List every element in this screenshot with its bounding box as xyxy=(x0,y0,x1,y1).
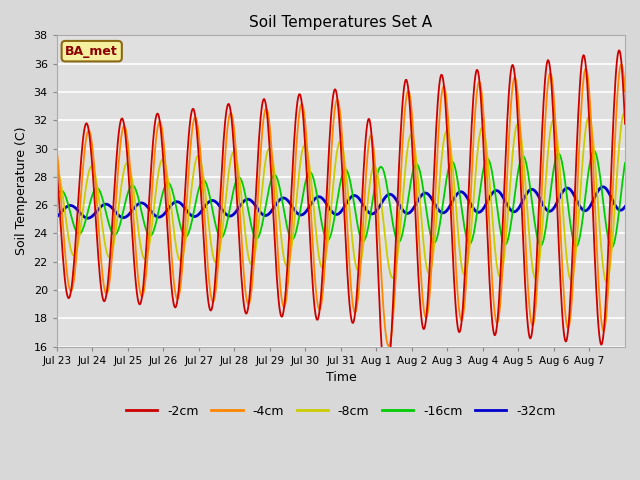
X-axis label: Time: Time xyxy=(326,372,356,384)
Title: Soil Temperatures Set A: Soil Temperatures Set A xyxy=(250,15,433,30)
Text: BA_met: BA_met xyxy=(65,45,118,58)
Y-axis label: Soil Temperature (C): Soil Temperature (C) xyxy=(15,127,28,255)
Legend: -2cm, -4cm, -8cm, -16cm, -32cm: -2cm, -4cm, -8cm, -16cm, -32cm xyxy=(121,400,561,423)
